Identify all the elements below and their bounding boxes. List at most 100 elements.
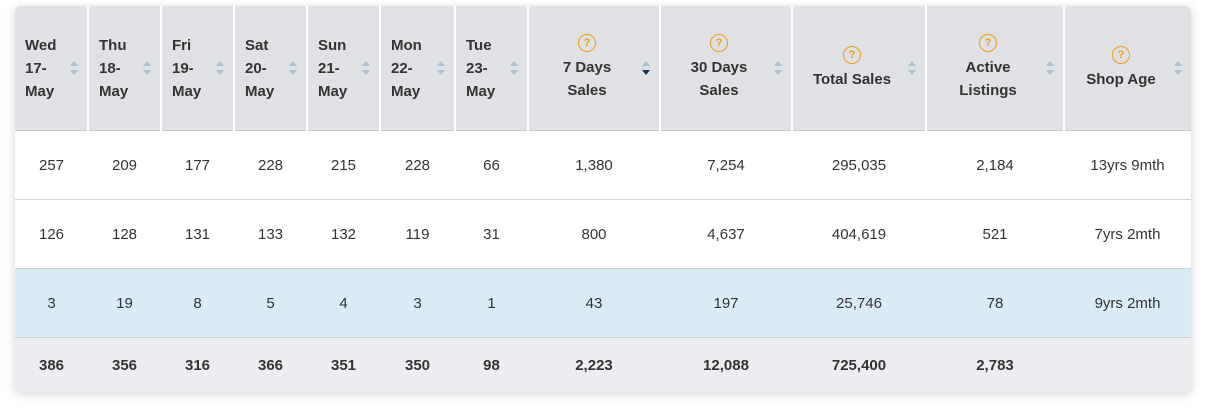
column-header-label: May — [245, 82, 275, 100]
table-row[interactable]: 257 209 177 228 215 228 66 1,380 7,254 295,035 2,1… — [15, 130, 1191, 200]
column-header-label: Sat — [245, 36, 269, 54]
column-header-label: May — [172, 82, 202, 100]
table-cell-tue: 66 — [455, 130, 528, 200]
table-cell-active: 78 — [926, 268, 1064, 338]
total-cell-30d: 12,088 — [660, 337, 792, 392]
table-cell-active: 2,184 — [926, 130, 1064, 200]
total-cell-sun: 351 — [307, 337, 380, 392]
total-cell-sat: 366 — [234, 337, 307, 392]
sales-table: Wed 17- May Thu 18- May Fri 19- May Sat 20- May Sun 2… — [15, 6, 1191, 392]
table-cell-tue: 1 — [455, 268, 528, 338]
column-header-label: Total Sales — [812, 70, 892, 88]
total-cell-fri: 316 — [161, 337, 234, 392]
column-header-label: May — [99, 82, 129, 100]
sort-icon[interactable] — [1046, 61, 1054, 75]
column-header-active[interactable]: ? Active Listings — [925, 6, 1064, 131]
total-cell-tue: 98 — [455, 337, 528, 392]
table-cell-30d: 197 — [660, 268, 792, 338]
column-header-label: Wed — [25, 36, 57, 54]
column-header-label: 22- — [391, 59, 413, 77]
table-body: 257 209 177 228 215 228 66 1,380 7,254 295,035 2,1… — [15, 130, 1191, 338]
table-cell-thu: 19 — [88, 268, 161, 338]
sort-icon[interactable] — [510, 61, 518, 75]
sort-icon[interactable] — [70, 61, 78, 75]
table-cell-age: 7yrs 2mth — [1064, 199, 1191, 269]
sort-icon[interactable] — [908, 61, 916, 75]
table-cell-active: 521 — [926, 199, 1064, 269]
totals-row: 386 356 316 366 351 350 98 2,223 12,088 725,400 2,… — [15, 337, 1191, 392]
table-cell-total: 25,746 — [792, 268, 926, 338]
table-cell-age: 9yrs 2mth — [1064, 268, 1191, 338]
help-circle-icon[interactable]: ? — [843, 45, 861, 64]
total-cell-thu: 356 — [88, 337, 161, 392]
table-cell-tue: 31 — [455, 199, 528, 269]
table-cell-sat: 5 — [234, 268, 307, 338]
column-header-label: Fri — [172, 36, 192, 54]
sort-icon[interactable] — [362, 61, 370, 75]
sales-table-card: Wed 17- May Thu 18- May Fri 19- May Sat 20- May Sun 2… — [15, 6, 1191, 392]
column-header-wed[interactable]: Wed 17- May — [15, 6, 88, 131]
table-cell-sun: 4 — [307, 268, 380, 338]
column-header-label: Thu — [99, 36, 127, 54]
table-cell-fri: 131 — [161, 199, 234, 269]
column-header-label: May — [25, 82, 55, 100]
table-cell-thu: 128 — [88, 199, 161, 269]
help-circle-icon[interactable]: ? — [578, 34, 596, 52]
help-circle-icon[interactable]: ? — [979, 34, 997, 52]
column-header-label: Shop Age — [1086, 70, 1156, 88]
sort-icon[interactable] — [289, 61, 297, 75]
table-cell-wed: 257 — [15, 130, 88, 200]
column-header-label: Listings — [959, 82, 1017, 99]
column-header-fri[interactable]: Fri 19- May — [160, 6, 234, 131]
table-cell-mon: 119 — [380, 199, 455, 269]
column-header-label: Active — [965, 59, 1011, 76]
total-cell-wed: 386 — [15, 337, 88, 392]
sort-icon[interactable] — [1174, 61, 1182, 75]
column-header-label: Mon — [391, 36, 422, 54]
sort-icon[interactable] — [216, 61, 224, 75]
sort-icon[interactable] — [143, 61, 151, 75]
table-cell-sun: 215 — [307, 130, 380, 200]
table-cell-fri: 177 — [161, 130, 234, 200]
total-cell-age — [1064, 337, 1191, 392]
column-header-label: May — [318, 82, 348, 100]
table-cell-sun: 132 — [307, 199, 380, 269]
table-row[interactable]: 3 19 8 5 4 3 1 43 197 25,746 78 9yrs 2mth — [15, 268, 1191, 338]
column-header-label: May — [466, 82, 496, 100]
table-cell-30d: 4,637 — [660, 199, 792, 269]
total-cell-7d: 2,223 — [528, 337, 660, 392]
table-cell-wed: 3 — [15, 268, 88, 338]
table-row[interactable]: 126 128 131 133 132 119 31 800 4,637 404,619 521 7y… — [15, 199, 1191, 269]
column-header-label: 30 Days — [690, 59, 748, 76]
sort-icon[interactable] — [642, 61, 650, 75]
column-header-age[interactable]: ? Shop Age — [1063, 6, 1191, 131]
column-header-mon[interactable]: Mon 22- May — [379, 6, 455, 131]
table-cell-wed: 126 — [15, 199, 88, 269]
table-cell-7d: 800 — [528, 199, 660, 269]
column-header-label: Sun — [318, 36, 347, 54]
column-header-tue[interactable]: Tue 23- May — [454, 6, 528, 131]
column-header-sun[interactable]: Sun 21- May — [306, 6, 380, 131]
column-header-label: 7 Days — [562, 59, 612, 76]
header-row: Wed 17- May Thu 18- May Fri 19- May Sat 20- May Sun 2… — [15, 6, 1191, 131]
column-header-label: 20- — [245, 59, 267, 77]
column-header-label: 17- — [25, 59, 47, 77]
table-cell-sat: 228 — [234, 130, 307, 200]
help-circle-icon[interactable]: ? — [710, 34, 728, 52]
column-header-sat[interactable]: Sat 20- May — [233, 6, 307, 131]
total-cell-active: 2,783 — [926, 337, 1064, 392]
column-header-7d[interactable]: ? 7 Days Sales — [527, 6, 660, 131]
column-header-label: Tue — [466, 36, 492, 54]
total-cell-total: 725,400 — [792, 337, 926, 392]
table-cell-thu: 209 — [88, 130, 161, 200]
table-cell-mon: 3 — [380, 268, 455, 338]
sort-icon[interactable] — [437, 61, 445, 75]
total-cell-mon: 350 — [380, 337, 455, 392]
table-cell-7d: 1,380 — [528, 130, 660, 200]
help-circle-icon[interactable]: ? — [1112, 45, 1130, 64]
column-header-30d[interactable]: ? 30 Days Sales — [659, 6, 792, 131]
table-cell-total: 404,619 — [792, 199, 926, 269]
column-header-total[interactable]: ? Total Sales — [791, 6, 926, 131]
sort-icon[interactable] — [774, 61, 782, 75]
column-header-thu[interactable]: Thu 18- May — [87, 6, 161, 131]
